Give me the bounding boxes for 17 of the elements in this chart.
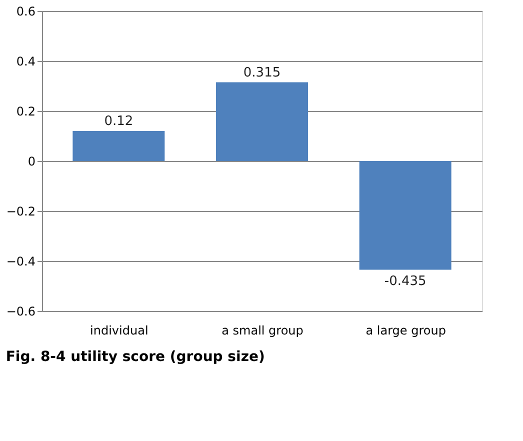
y-tick-label: 0.6 bbox=[16, 4, 36, 18]
bar bbox=[216, 82, 308, 161]
y-tick-label: 0 bbox=[28, 154, 36, 168]
x-tick-label: a large group bbox=[366, 324, 446, 338]
bar bbox=[359, 161, 452, 270]
data-label: -0.435 bbox=[384, 274, 426, 289]
text: Fig. 8-4 utility score (group size) bbox=[6, 349, 265, 365]
y-tick-label: −0.6 bbox=[6, 304, 36, 318]
x-tick-label: individual bbox=[90, 324, 148, 338]
data-label: 0.12 bbox=[104, 114, 134, 129]
y-tick-label: −0.4 bbox=[6, 254, 36, 268]
y-tick-label: −0.2 bbox=[6, 204, 36, 218]
y-tick-label: 0.2 bbox=[16, 104, 36, 118]
data-label: 0.315 bbox=[243, 65, 281, 80]
bar bbox=[72, 131, 165, 161]
x-tick-label: a small group bbox=[222, 324, 304, 338]
y-tick-label: 0.4 bbox=[16, 54, 36, 68]
